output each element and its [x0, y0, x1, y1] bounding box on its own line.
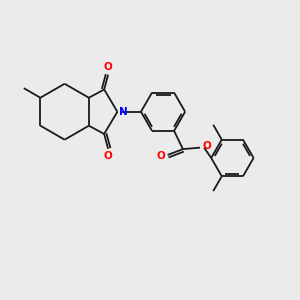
Text: O: O: [157, 151, 166, 161]
Text: O: O: [104, 62, 112, 72]
Text: O: O: [104, 151, 112, 161]
Text: N: N: [119, 107, 128, 117]
Text: O: O: [202, 141, 211, 151]
